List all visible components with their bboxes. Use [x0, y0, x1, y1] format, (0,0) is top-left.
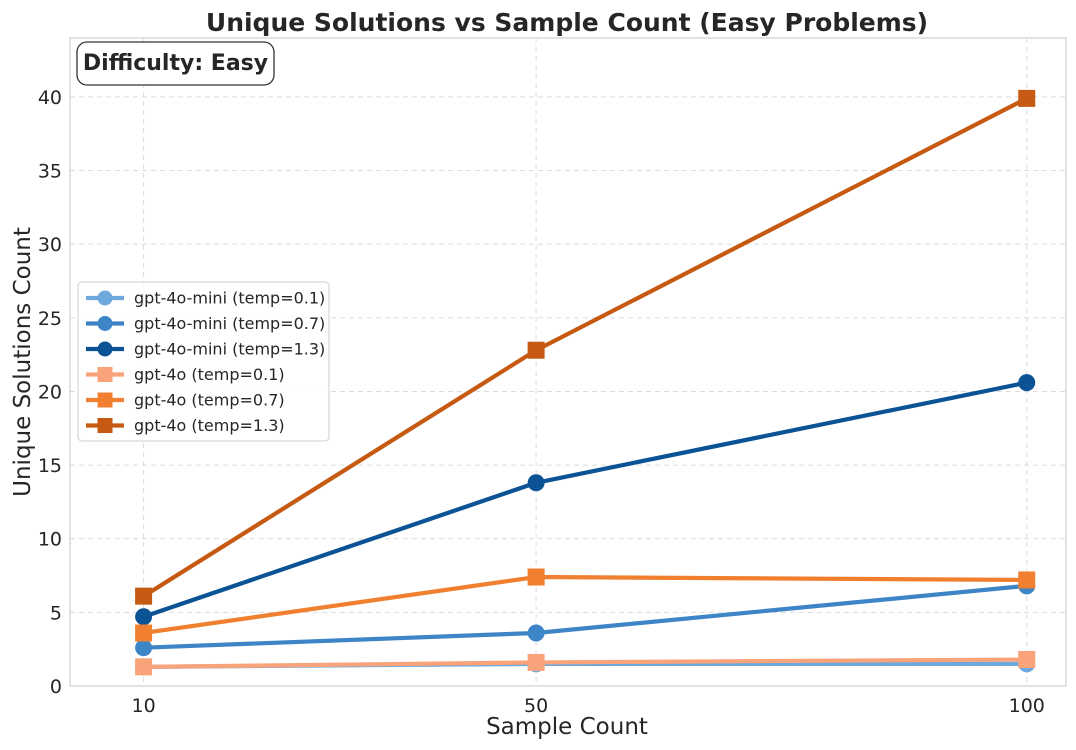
data-point	[1018, 650, 1036, 668]
legend-item: gpt-4o (temp=1.3)	[86, 416, 285, 435]
legend-item: gpt-4o-mini (temp=0.1)	[86, 289, 325, 308]
legend-item: gpt-4o-mini (temp=0.7)	[86, 314, 325, 333]
chart-title: Unique Solutions vs Sample Count (Easy P…	[206, 8, 928, 37]
plot-frame	[69, 37, 1067, 687]
axis-ticks: 0 5 10 15 20 25 30 35 40 10 50 100	[38, 87, 1045, 717]
data-point	[527, 341, 545, 359]
data-point	[527, 624, 545, 642]
y-tick-label: 35	[38, 161, 62, 183]
legend-box	[77, 281, 330, 442]
x-tick-label: 100	[1009, 695, 1045, 717]
data-point	[527, 653, 545, 671]
data-point	[1018, 374, 1036, 392]
legend-label: gpt-4o (temp=0.1)	[134, 365, 285, 384]
legend-marker	[97, 316, 113, 331]
legend-marker	[97, 367, 113, 382]
data-point	[1018, 571, 1036, 589]
series-gpt-4o-temp-0-7	[135, 568, 1036, 642]
legend-label: gpt-4o-mini (temp=0.1)	[134, 289, 325, 308]
legend-marker	[97, 418, 113, 433]
series-line	[141, 574, 1029, 636]
data-point	[135, 639, 153, 657]
y-tick-label: 5	[50, 602, 62, 624]
legend-label: gpt-4o (temp=1.3)	[134, 416, 285, 435]
y-tick-label: 10	[38, 529, 62, 551]
series-gpt-4o-temp-0-1	[135, 650, 1036, 676]
y-tick-label: 20	[38, 381, 62, 403]
data-point	[527, 474, 545, 492]
series-layer	[135, 89, 1036, 676]
data-point	[527, 568, 545, 586]
difficulty-annotation: Difficulty: Easy	[76, 41, 275, 86]
x-tick-label: 10	[132, 695, 156, 717]
y-tick-label: 0	[50, 676, 62, 698]
data-point	[135, 587, 153, 605]
data-point	[135, 608, 153, 626]
legend-item: gpt-4o (temp=0.7)	[86, 391, 285, 410]
y-axis-label: Unique Solutions Count	[10, 227, 36, 497]
series-gpt-4o-temp-1-3	[135, 89, 1036, 605]
y-tick-label: 40	[38, 87, 62, 109]
x-axis-label: Sample Count	[486, 714, 648, 740]
legend-item: gpt-4o (temp=0.1)	[86, 365, 285, 384]
annotation-box	[76, 41, 275, 86]
data-point	[135, 624, 153, 642]
data-point	[135, 658, 153, 676]
series-line	[141, 583, 1029, 650]
legend-item: gpt-4o-mini (temp=1.3)	[86, 340, 325, 359]
y-tick-label: 25	[38, 308, 62, 330]
y-tick-label: 15	[38, 455, 62, 477]
legend-marker	[97, 392, 113, 408]
legend-label: gpt-4o-mini (temp=0.7)	[134, 314, 325, 333]
annotation-text: Difficulty: Easy	[83, 51, 268, 76]
data-point	[1018, 89, 1036, 107]
y-tick-label: 30	[38, 234, 62, 256]
x-tick-label: 50	[524, 695, 548, 717]
legend-marker	[97, 341, 113, 357]
legend-label: gpt-4o-mini (temp=1.3)	[134, 340, 325, 359]
legend-label: gpt-4o (temp=0.7)	[134, 391, 285, 410]
legend: gpt-4o-mini (temp=0.1) gpt-4o-mini (temp=…	[77, 281, 330, 442]
legend-marker	[97, 290, 113, 306]
series-gpt-4o-mini-temp-1-3	[135, 374, 1036, 626]
